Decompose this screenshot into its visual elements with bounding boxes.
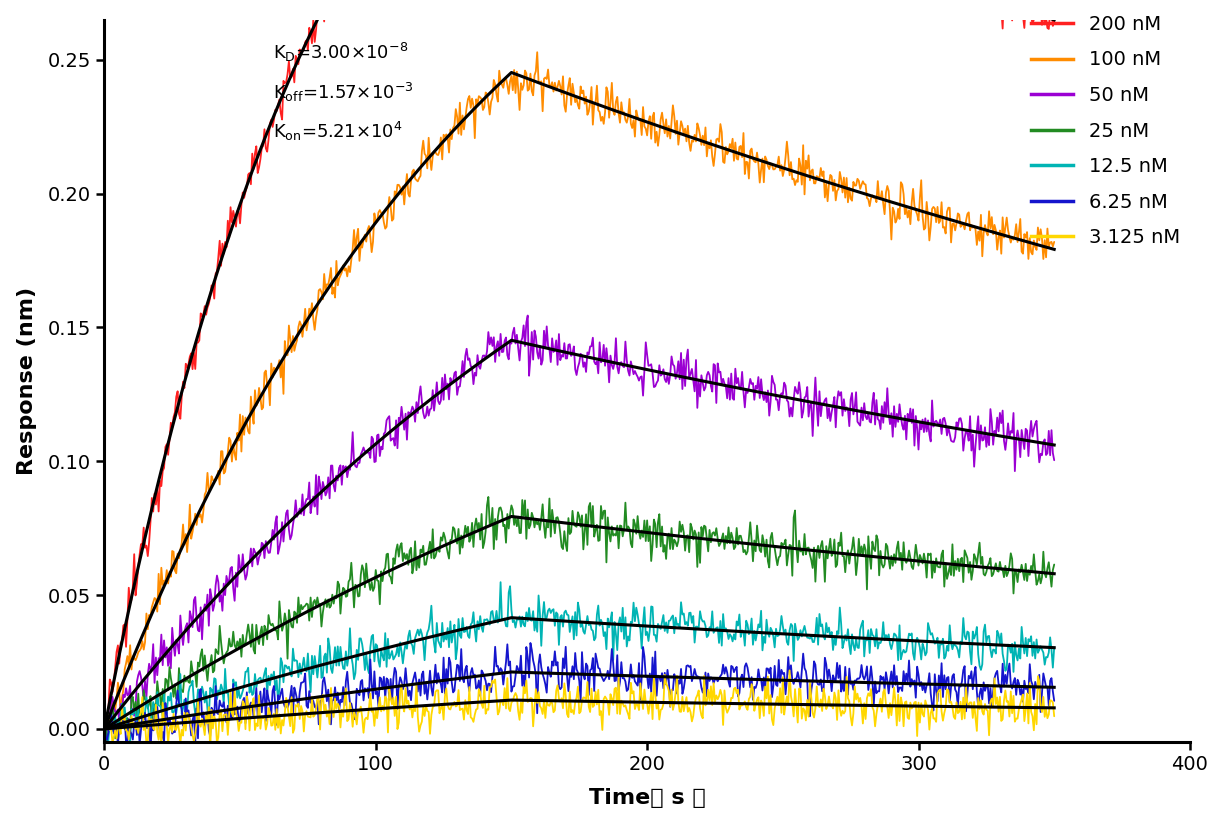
X-axis label: Time（ s ）: Time（ s ） — [589, 789, 706, 808]
Text: $\mathrm{K_D}$=3.00×10$^{-8}$
$\mathrm{K_{off}}$=1.57×10$^{-3}$
$\mathrm{K_{on}}: $\mathrm{K_D}$=3.00×10$^{-8}$ $\mathrm{K… — [273, 41, 413, 144]
Y-axis label: Response (nm): Response (nm) — [17, 287, 37, 475]
Legend: 200 nM, 100 nM, 50 nM, 25 nM, 12.5 nM, 6.25 nM, 3.125 nM: 200 nM, 100 nM, 50 nM, 25 nM, 12.5 nM, 6… — [1030, 15, 1180, 247]
